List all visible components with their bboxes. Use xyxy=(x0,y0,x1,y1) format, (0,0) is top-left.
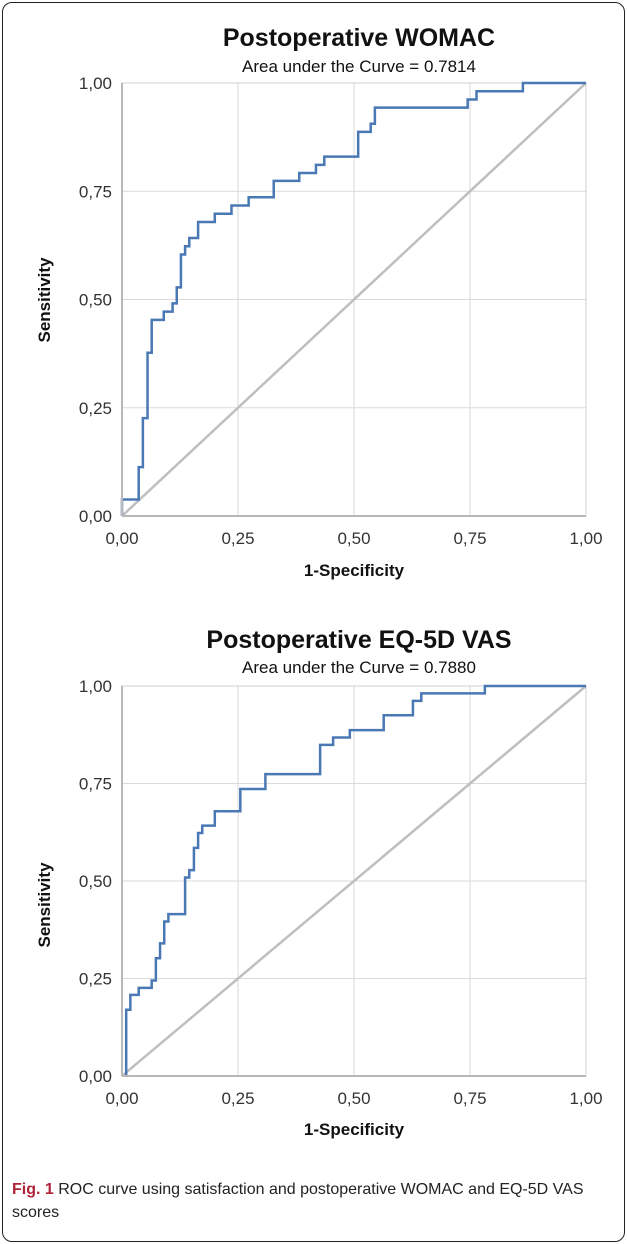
caption-text: ROC curve using satisfaction and postope… xyxy=(12,1181,584,1221)
x-tick-label: 0,75 xyxy=(453,529,486,548)
chart-title: Postoperative WOMAC xyxy=(223,24,495,52)
figure-caption: Fig. 1 ROC curve using satisfaction and … xyxy=(12,1178,612,1224)
x-tick-label: 0,00 xyxy=(105,529,138,548)
y-tick-labels: 0,00 0,25 0,50 0,75 1,00 xyxy=(79,74,112,526)
x-tick-label: 0,00 xyxy=(105,1089,138,1108)
x-axis-label: 1-Specificity xyxy=(304,1120,405,1139)
y-tick-label: 0,50 xyxy=(79,872,112,891)
roc-curve-line xyxy=(124,684,586,1076)
x-tick-label: 1,00 xyxy=(569,1089,602,1108)
reference-line xyxy=(121,82,587,517)
chart-title: Postoperative EQ-5D VAS xyxy=(206,626,511,654)
axes xyxy=(121,686,586,1077)
y-tick-label: 0,25 xyxy=(79,399,112,418)
caption-label: Fig. 1 xyxy=(12,1181,54,1198)
x-tick-label: 0,25 xyxy=(221,1089,254,1108)
x-tick-label: 0,50 xyxy=(337,529,370,548)
y-axis-label: Sensitivity xyxy=(35,862,54,948)
x-tick-label: 0,50 xyxy=(337,1089,370,1108)
y-tick-label: 0,00 xyxy=(79,507,112,526)
y-tick-label: 1,00 xyxy=(79,677,112,696)
y-tick-label: 0,50 xyxy=(79,291,112,310)
y-tick-label: 0,75 xyxy=(79,775,112,794)
x-tick-label: 1,00 xyxy=(569,529,602,548)
roc-curve-line xyxy=(120,81,586,516)
y-tick-labels: 0,00 0,25 0,50 0,75 1,00 xyxy=(79,677,112,1086)
x-axis-label: 1-Specificity xyxy=(304,561,405,580)
roc-curve xyxy=(124,684,586,1076)
roc-curve xyxy=(120,81,586,516)
roc-chart-eq5d: Postoperative EQ-5D VAS Area under the C… xyxy=(35,626,603,1139)
x-tick-label: 0,25 xyxy=(221,529,254,548)
chart-subtitle: Area under the Curve = 0.7814 xyxy=(242,57,476,76)
roc-figure: Postoperative WOMAC Area under the Curve… xyxy=(35,24,603,1139)
diagonal-reference-line xyxy=(121,82,587,517)
reference-line xyxy=(121,685,587,1077)
roc-chart-womac: Postoperative WOMAC Area under the Curve… xyxy=(35,24,603,580)
axes xyxy=(121,83,586,517)
y-tick-label: 0,00 xyxy=(79,1067,112,1086)
chart-subtitle: Area under the Curve = 0.7880 xyxy=(242,658,476,677)
y-tick-label: 1,00 xyxy=(79,74,112,93)
y-tick-label: 0,25 xyxy=(79,970,112,989)
x-tick-label: 0,75 xyxy=(453,1089,486,1108)
y-tick-label: 0,75 xyxy=(79,182,112,201)
diagonal-reference-line xyxy=(121,685,587,1077)
y-axis-label: Sensitivity xyxy=(35,257,54,343)
x-tick-labels: 0,00 0,25 0,50 0,75 1,00 xyxy=(105,1089,602,1108)
x-tick-labels: 0,00 0,25 0,50 0,75 1,00 xyxy=(105,529,602,548)
